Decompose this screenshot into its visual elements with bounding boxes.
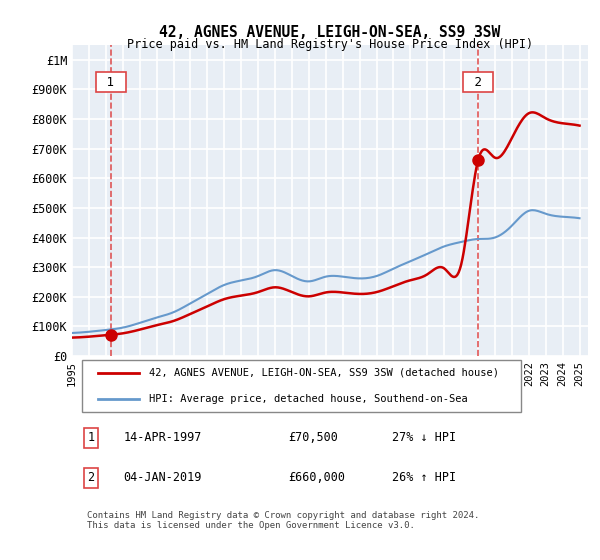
Text: 2: 2 bbox=[88, 471, 95, 484]
Text: 42, AGNES AVENUE, LEIGH-ON-SEA, SS9 3SW: 42, AGNES AVENUE, LEIGH-ON-SEA, SS9 3SW bbox=[160, 25, 500, 40]
FancyBboxPatch shape bbox=[82, 360, 521, 412]
Text: £70,500: £70,500 bbox=[289, 431, 338, 444]
Text: 1: 1 bbox=[88, 431, 95, 444]
Text: HPI: Average price, detached house, Southend-on-Sea: HPI: Average price, detached house, Sout… bbox=[149, 394, 468, 404]
Text: 42, AGNES AVENUE, LEIGH-ON-SEA, SS9 3SW (detached house): 42, AGNES AVENUE, LEIGH-ON-SEA, SS9 3SW … bbox=[149, 368, 499, 377]
Text: 26% ↑ HPI: 26% ↑ HPI bbox=[392, 471, 456, 484]
Text: 2: 2 bbox=[467, 76, 490, 88]
Text: 27% ↓ HPI: 27% ↓ HPI bbox=[392, 431, 456, 444]
Text: £660,000: £660,000 bbox=[289, 471, 346, 484]
Text: Price paid vs. HM Land Registry's House Price Index (HPI): Price paid vs. HM Land Registry's House … bbox=[127, 38, 533, 51]
Text: 14-APR-1997: 14-APR-1997 bbox=[124, 431, 202, 444]
Text: Contains HM Land Registry data © Crown copyright and database right 2024.
This d: Contains HM Land Registry data © Crown c… bbox=[88, 511, 480, 530]
Text: 04-JAN-2019: 04-JAN-2019 bbox=[124, 471, 202, 484]
Text: 1: 1 bbox=[100, 76, 122, 88]
